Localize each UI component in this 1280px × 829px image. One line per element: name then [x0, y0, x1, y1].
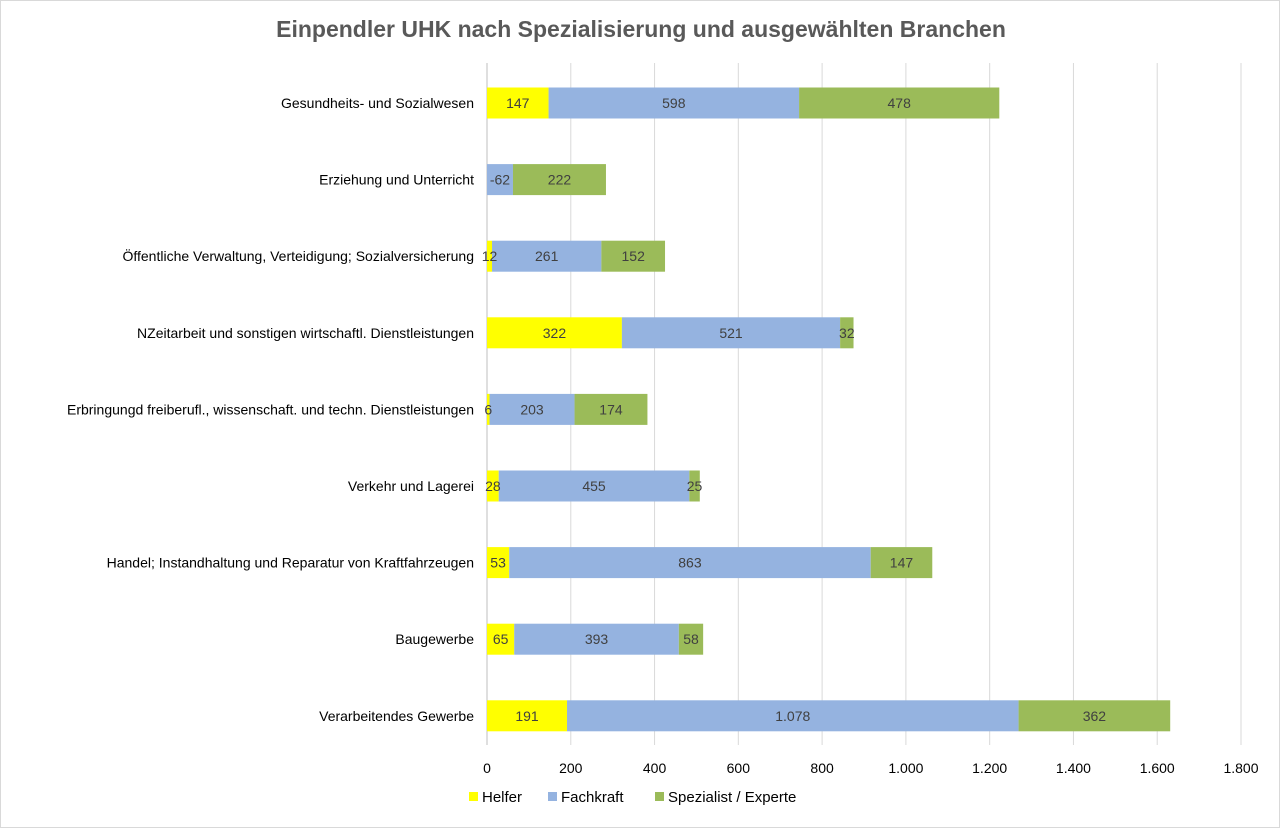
bar-segment [799, 87, 1000, 119]
bar-segment [512, 164, 606, 196]
bars [487, 87, 1171, 732]
data-label: 147 [890, 555, 914, 571]
data-label: 147 [506, 95, 530, 111]
x-tick-label: 1.000 [888, 760, 923, 776]
data-label: 191 [515, 708, 539, 724]
data-label: 362 [1083, 708, 1107, 724]
category-label: Baugewerbe [395, 631, 474, 647]
legend-swatch [655, 792, 664, 801]
x-tick-label: 1.800 [1223, 760, 1258, 776]
x-tick-label: 400 [643, 760, 667, 776]
legend-label: Fachkraft [561, 789, 624, 806]
bar-segment [487, 623, 515, 655]
x-tick-label: 1.200 [972, 760, 1007, 776]
bar-segment [489, 393, 575, 425]
x-tick-label: 800 [810, 760, 834, 776]
bar-segment [574, 393, 648, 425]
legend-label: Helfer [482, 789, 522, 806]
legend-swatch [469, 792, 478, 801]
category-label: Erbringungd freiberufl., wissenschaft. u… [67, 401, 474, 417]
bar-segment [678, 623, 704, 655]
category-label: NZeitarbeit und sonstigen wirtschaftl. D… [137, 325, 474, 341]
bar-segment [487, 547, 510, 579]
bar-segment [487, 164, 513, 196]
bar-segment [487, 87, 549, 119]
category-labels: Gesundheits- und Sozialwesen Erziehung un… [67, 95, 474, 724]
data-label: 322 [543, 325, 567, 341]
category-label: Öffentliche Verwaltung, Verteidigung; So… [122, 247, 474, 264]
category-label: Verkehr und Lagerei [348, 478, 474, 494]
x-tick-label: 1.400 [1056, 760, 1091, 776]
bar-segment [487, 393, 490, 425]
bar-segment [509, 547, 871, 579]
bar-segment [689, 470, 700, 502]
data-label: 174 [599, 401, 623, 417]
category-label: Erziehung und Unterricht [319, 172, 474, 188]
data-label: 863 [678, 555, 702, 571]
category-label: Handel; Instandhaltung und Reparatur von… [107, 555, 474, 571]
data-label: 32 [839, 325, 855, 341]
legend-swatch [548, 792, 557, 801]
bar-segment [548, 87, 800, 119]
category-label: Verarbeitendes Gewerbe [319, 708, 474, 724]
bar-segment [487, 700, 568, 732]
data-label: 6 [484, 401, 492, 417]
bar-segment [514, 623, 679, 655]
data-label: 203 [520, 401, 544, 417]
data-label: 58 [683, 631, 699, 647]
data-label: 598 [662, 95, 686, 111]
bar-segment [840, 317, 854, 349]
data-label: 393 [585, 631, 609, 647]
chart-title: Einpendler UHK nach Spezialisierung und … [276, 16, 1006, 42]
data-label: 53 [490, 555, 506, 571]
bar-segment [601, 240, 666, 272]
category-label: Gesundheits- und Sozialwesen [281, 95, 474, 111]
legend-label: Spezialist / Experte [668, 789, 796, 806]
data-labels: 147 598 478 -62 222 12 261 152 322 521 32 6 203 174 28… [482, 95, 1107, 724]
data-label: 455 [582, 478, 606, 494]
bar-segment [487, 240, 493, 272]
data-label: 65 [493, 631, 509, 647]
data-label: 261 [535, 248, 559, 264]
data-label: 25 [687, 478, 703, 494]
gridlines [570, 63, 1242, 745]
x-tick-label: 0 [483, 760, 491, 776]
data-label: 478 [888, 95, 912, 111]
data-label: -62 [490, 172, 510, 188]
x-tick-label: 1.600 [1140, 760, 1175, 776]
x-tick-label: 600 [727, 760, 751, 776]
bar-segment [487, 470, 499, 502]
bar-segment [492, 240, 602, 272]
legend: Helfer Fachkraft Spezialist / Experte [469, 789, 796, 806]
data-label: 222 [548, 172, 572, 188]
data-label: 1.078 [775, 708, 810, 724]
data-label: 12 [482, 248, 498, 264]
data-label: 152 [622, 248, 646, 264]
data-label: 521 [719, 325, 743, 341]
bar-segment [621, 317, 841, 349]
data-label: 28 [485, 478, 501, 494]
bar-segment [498, 470, 690, 502]
bar-segment [487, 317, 622, 349]
x-tick-label: 200 [559, 760, 583, 776]
bar-segment [567, 700, 1019, 732]
bar-segment [1018, 700, 1171, 732]
bar-segment [870, 547, 933, 579]
